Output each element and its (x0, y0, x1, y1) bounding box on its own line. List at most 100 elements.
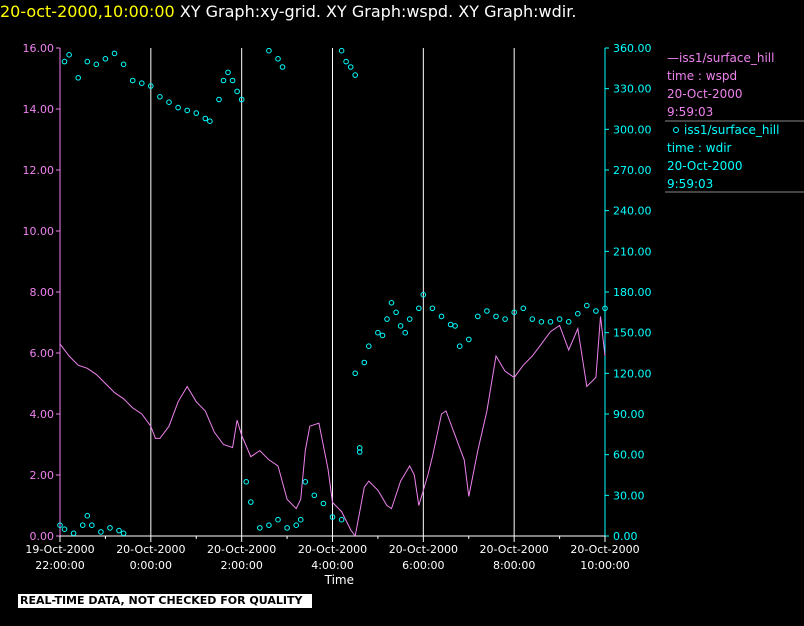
x-tick-label-date: 20-Oct-2000 (207, 543, 276, 556)
wdir-point (529, 316, 536, 322)
wdir-point (70, 530, 77, 537)
wdir-point (584, 302, 590, 309)
wdir-point (311, 492, 318, 499)
wdir-point (547, 319, 554, 325)
legend-wdir-date: 20-Oct-2000 (667, 159, 743, 173)
wspd-series (59, 316, 606, 538)
wdir-point (225, 69, 231, 76)
y-right-tick-label: 240.00 (613, 205, 652, 218)
x-tick-label-time: 2:00:00 (220, 559, 262, 572)
y-left-tick-label: 4.00 (30, 408, 55, 421)
axes (56, 47, 609, 542)
wdir-point (229, 77, 236, 84)
wdir-point (388, 300, 395, 306)
wdir-point (193, 110, 200, 116)
y-right-tick-label: 360.00 (613, 42, 652, 55)
wdir-point (184, 107, 190, 114)
wdir-point (207, 118, 213, 124)
x-tick-label-time: 10:00:00 (580, 559, 629, 572)
y-right-tick-label: 210.00 (613, 245, 652, 258)
wdir-point (279, 64, 286, 70)
wdir-point (416, 305, 422, 312)
header: 20-oct-2000,10:00:00 XY Graph:xy-grid. X… (0, 2, 576, 21)
legend-wspd-date: 20-Oct-2000 (667, 87, 743, 101)
x-tick-label-time: 4:00:00 (311, 559, 353, 572)
wdir-point (129, 77, 136, 84)
y-left-tick-label: 10.00 (23, 225, 55, 238)
wdir-point (266, 47, 272, 54)
y-right-tick-label: 0.00 (613, 530, 638, 543)
y-right-tick-label: 120.00 (613, 367, 652, 380)
wdir-point (447, 321, 454, 328)
wdir-point (107, 525, 113, 531)
wdir-point (66, 52, 72, 58)
wdir-point (375, 329, 381, 336)
legend-wdir-station: iss1/surface_hill (684, 123, 779, 137)
wdir-point (175, 104, 181, 111)
y-right-tick-label: 90.00 (613, 408, 645, 421)
wdir-point (120, 530, 127, 537)
x-tick-label-date: 20-Oct-2000 (570, 543, 639, 556)
wdir-point (275, 56, 281, 62)
wdir-point (352, 370, 359, 377)
wdir-point (89, 522, 95, 529)
wdir-point (438, 313, 445, 320)
grid (150, 48, 515, 536)
y-left-tick-label: 16.00 (23, 42, 55, 55)
y-right-tick-label: 330.00 (613, 83, 652, 96)
y-left-tick-label: 12.00 (23, 164, 55, 177)
wdir-point (520, 305, 527, 312)
wdir-point (338, 47, 345, 54)
wdir-point (297, 516, 304, 523)
wdir-point (356, 445, 363, 451)
x-axis-label: Time (324, 573, 354, 587)
x-tick-label-date: 20-Oct-2000 (480, 543, 549, 556)
wdir-point (111, 50, 118, 57)
legend: —iss1/surface_hill time : wspd 20-Oct-20… (665, 51, 804, 193)
axis-labels: 0.00 2.00 4.00 6.00 8.00 10.00 12.00 14.00 16.00… (23, 42, 652, 587)
wdir-point (384, 316, 390, 322)
x-tick-label-date: 20-Oct-2000 (116, 543, 185, 556)
wdir-point (493, 313, 499, 320)
wdir-point (75, 75, 81, 81)
wdir-point (139, 80, 145, 86)
wdir-point (166, 99, 172, 105)
wdir-point (293, 522, 300, 529)
wdir-point (538, 319, 545, 325)
wdir-point (329, 514, 336, 520)
wdir-point (511, 309, 518, 316)
wdir-point (302, 479, 309, 485)
wdir-point (320, 500, 327, 507)
y-left-tick-label: 0.00 (30, 530, 55, 543)
wdir-point (565, 319, 572, 325)
wdir-point (84, 58, 91, 65)
wspd-line (59, 316, 606, 538)
wdir-point (102, 56, 109, 62)
wdir-point (379, 332, 386, 339)
wdir-point (157, 94, 163, 100)
wdir-point (148, 83, 154, 89)
wdir-point (502, 316, 508, 322)
wdir-point (57, 522, 63, 529)
wdir-point (352, 72, 359, 78)
y-right-tick-label: 180.00 (613, 286, 652, 299)
wdir-point (556, 316, 563, 322)
legend-wspd-station: —iss1/surface_hill (667, 51, 774, 65)
y-left-tick-label: 8.00 (30, 286, 55, 299)
wdir-point (61, 526, 68, 533)
wdir-point (466, 336, 472, 343)
wdir-point (393, 309, 399, 316)
wdir-series (57, 47, 608, 537)
wdir-point (266, 522, 272, 529)
wdir-point (220, 77, 227, 84)
header-graph-titles: XY Graph:xy-grid. XY Graph:wspd. XY Grap… (179, 2, 577, 21)
y-left-tick-label: 6.00 (30, 347, 55, 360)
y-right-tick-label: 30.00 (613, 489, 645, 502)
x-tick-label-date: 20-Oct-2000 (298, 543, 367, 556)
y-left-tick-label: 2.00 (30, 469, 55, 482)
x-tick-label-time: 0:00:00 (130, 559, 172, 572)
x-tick-label-time: 22:00:00 (35, 559, 84, 572)
wdir-point (61, 58, 68, 65)
wdir-point (361, 359, 368, 366)
